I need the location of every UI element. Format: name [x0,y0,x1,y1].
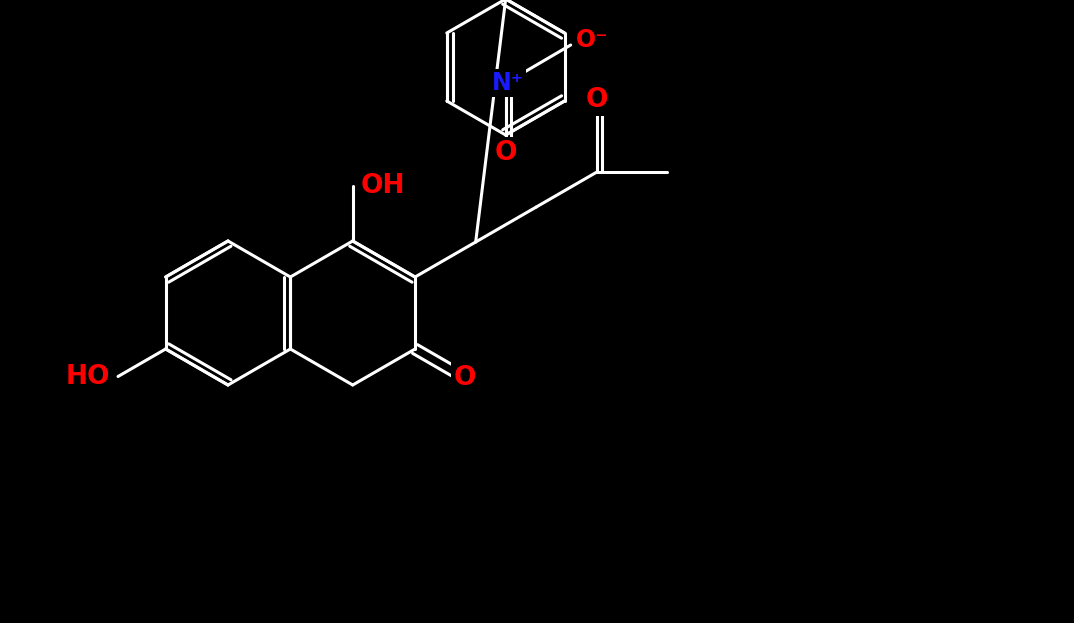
Text: HO: HO [66,363,110,389]
Text: O⁻: O⁻ [576,28,608,52]
Text: O: O [454,365,477,391]
Text: OH: OH [361,173,405,199]
Text: N⁺: N⁺ [492,71,524,95]
Text: O: O [585,87,608,113]
Text: O: O [494,140,517,166]
